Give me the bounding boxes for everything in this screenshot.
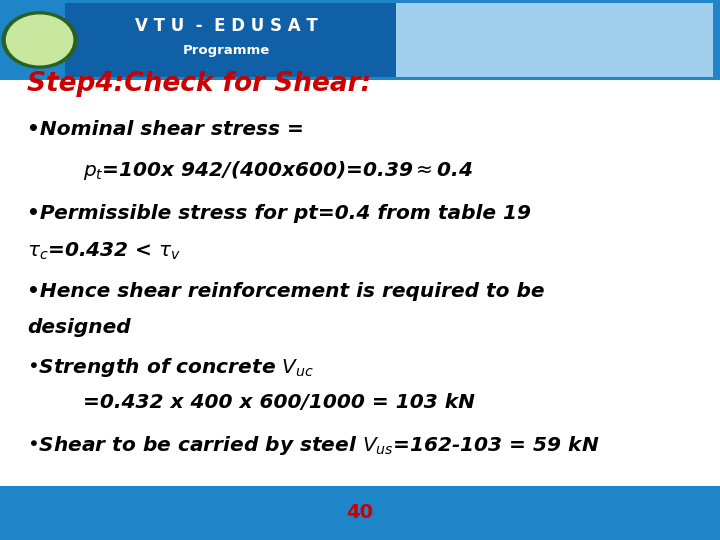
Text: $p_t$=100x 942/(400x600)=0.39$\approx$0.4: $p_t$=100x 942/(400x600)=0.39$\approx$0.… (83, 159, 473, 181)
Text: Programme: Programme (183, 44, 271, 57)
Text: Step4:Check for Shear:: Step4:Check for Shear: (27, 71, 372, 97)
Text: designed: designed (27, 318, 131, 338)
Text: $\tau_c$=0.432 < $\tau_v$: $\tau_c$=0.432 < $\tau_v$ (27, 240, 182, 262)
Text: •Hence shear reinforcement is required to be: •Hence shear reinforcement is required t… (27, 282, 545, 301)
Text: •Shear to be carried by steel $V_{us}$=162-103 = 59 kN: •Shear to be carried by steel $V_{us}$=1… (27, 434, 600, 457)
Circle shape (2, 12, 77, 68)
FancyBboxPatch shape (65, 3, 410, 77)
FancyBboxPatch shape (396, 3, 713, 77)
Text: •Permissible stress for pt=0.4 from table 19: •Permissible stress for pt=0.4 from tabl… (27, 204, 531, 223)
Bar (0, 486, 720, 540)
Bar (0, 0, 720, 80)
Text: =0.432 x 400 x 600/1000 = 103 kN: =0.432 x 400 x 600/1000 = 103 kN (83, 393, 474, 412)
Text: 40: 40 (346, 503, 374, 523)
Text: •Strength of concrete $V_{uc}$: •Strength of concrete $V_{uc}$ (27, 356, 315, 379)
Text: •Nominal shear stress =: •Nominal shear stress = (27, 120, 305, 139)
Circle shape (6, 15, 73, 65)
Text: V T U  -  E D U S A T: V T U - E D U S A T (135, 17, 318, 36)
